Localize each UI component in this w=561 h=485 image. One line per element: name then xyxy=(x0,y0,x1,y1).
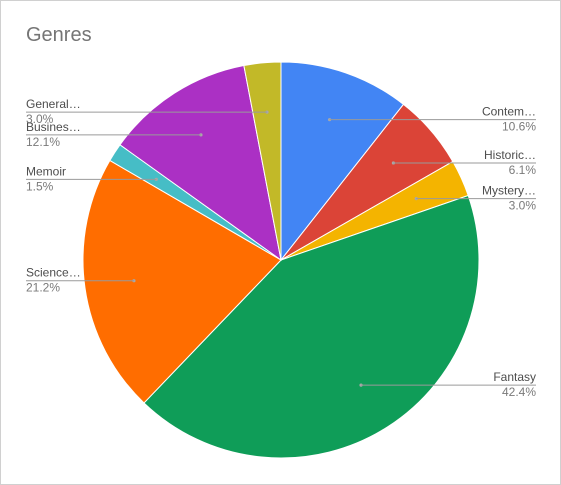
pie-slice-science[interactable] xyxy=(82,159,282,404)
slice-labels: Contem…10.6%Historic…6.1%Mystery…3.0%Fan… xyxy=(26,97,536,399)
pie-slice-busines[interactable] xyxy=(119,64,282,262)
pie-slices xyxy=(82,61,480,459)
slice-label-science: Science… xyxy=(26,266,81,280)
slice-percent-memoir: 1.5% xyxy=(26,179,54,193)
slice-percent-contem: 10.6% xyxy=(502,120,536,134)
slice-label-historic: Historic… xyxy=(484,148,536,162)
slice-percent-mystery: 3.0% xyxy=(509,199,537,213)
chart-title: Genres xyxy=(26,24,92,46)
slice-label-general: General… xyxy=(26,97,81,111)
slice-percent-fantasy: 42.4% xyxy=(502,385,536,399)
slice-label-fantasy: Fantasy xyxy=(493,370,536,384)
slice-percent-science: 21.2% xyxy=(26,281,60,295)
slice-label-busines: Busines… xyxy=(26,120,81,134)
slice-percent-general: 3.0% xyxy=(26,112,54,126)
slice-percent-historic: 6.1% xyxy=(509,163,537,177)
slice-label-memoir: Memoir xyxy=(26,164,66,178)
pie-slice-fantasy[interactable] xyxy=(143,194,480,459)
slice-percent-busines: 12.1% xyxy=(26,135,60,149)
slice-label-contem: Contem… xyxy=(482,105,536,119)
pie-slice-general[interactable] xyxy=(243,61,282,261)
slice-label-mystery: Mystery… xyxy=(482,184,536,198)
leader-lines xyxy=(26,110,536,387)
pie-slice-contem[interactable] xyxy=(280,61,405,262)
